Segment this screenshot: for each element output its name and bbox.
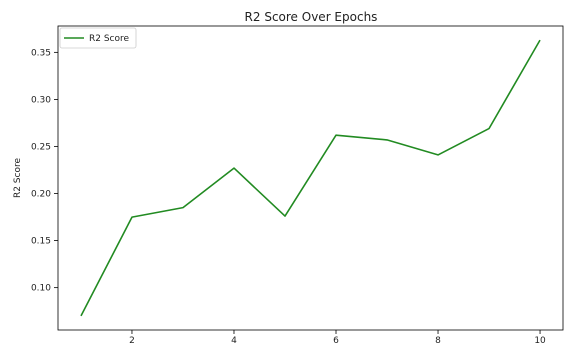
x-tick-label: 10 — [534, 336, 546, 344]
series-points — [80, 40, 541, 316]
legend-box — [59, 27, 137, 49]
x-tick-label: 6 — [333, 336, 339, 344]
y-axis-label: R2 Score — [13, 158, 23, 199]
x-axis-ticks: 2 4 6 8 10 — [129, 330, 546, 344]
r2-score-line — [80, 39, 541, 317]
legend-label: R2 Score — [89, 34, 130, 44]
x-tick-label: 8 — [435, 336, 441, 344]
y-axis-ticks: 0.10 0.15 0.20 0.25 0.30 0.35 — [31, 48, 58, 294]
x-tick-label: 4 — [231, 336, 237, 344]
y-tick-label: 0.30 — [31, 95, 51, 105]
plot-area — [57, 25, 564, 331]
chart-title: R2 Score Over Epochs — [245, 10, 378, 24]
y-tick-label: 0.20 — [31, 190, 51, 200]
x-tick-label: 2 — [129, 336, 135, 344]
y-tick-label: 0.25 — [31, 142, 51, 152]
y-tick-label: 0.15 — [31, 237, 51, 247]
y-tick-label: 0.10 — [31, 284, 51, 294]
legend: R2 Score — [59, 27, 137, 49]
y-tick-label: 0.35 — [31, 48, 51, 58]
